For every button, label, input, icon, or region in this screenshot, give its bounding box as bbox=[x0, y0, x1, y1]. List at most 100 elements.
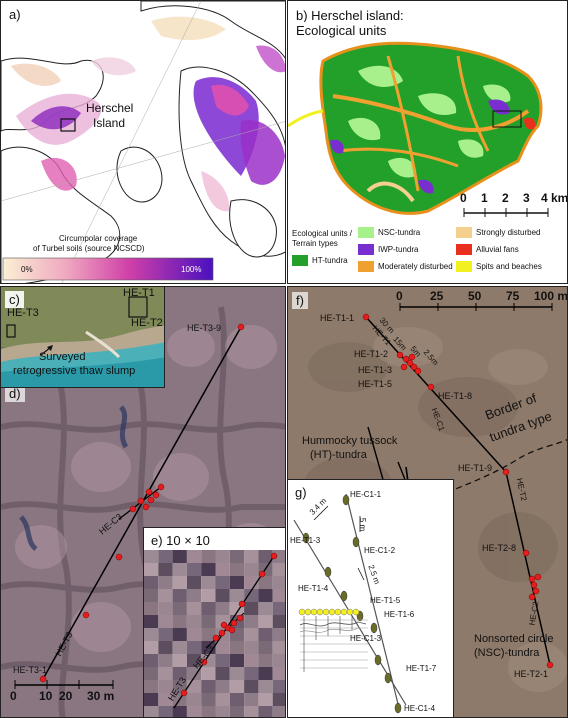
pixel-cell bbox=[258, 576, 273, 589]
he-t3-label-c: HE-T3 bbox=[7, 307, 39, 319]
he-t1-2-label: HE-T1-2 bbox=[354, 349, 389, 359]
pixel-cell bbox=[258, 628, 273, 641]
pixel-cell bbox=[158, 680, 173, 693]
panel-f-label: f) bbox=[292, 292, 308, 309]
pixel-cell bbox=[229, 654, 245, 667]
pixel-cell bbox=[258, 641, 273, 654]
pixel-cell bbox=[258, 693, 273, 706]
pixel-cell bbox=[186, 615, 202, 628]
pixel-cell bbox=[172, 641, 187, 654]
pixel-cell bbox=[244, 693, 259, 706]
pixel-cell bbox=[244, 667, 259, 680]
pixel-cell bbox=[244, 706, 259, 717]
legend-label-alluvial: Alluvial fans bbox=[476, 245, 519, 254]
panel-g-label: g) bbox=[291, 484, 311, 501]
pixel-cell bbox=[215, 602, 230, 615]
pixel-cell bbox=[172, 680, 187, 693]
legend-title-line2: of Turbel soils (source NCSCD) bbox=[33, 244, 145, 253]
pixel-cell bbox=[144, 576, 159, 589]
pixel-cell bbox=[158, 576, 173, 589]
pixel-cell bbox=[272, 602, 285, 615]
pixel-cell bbox=[172, 589, 187, 602]
legend-heading-line2: Terrain types bbox=[292, 239, 338, 248]
pixel-cell bbox=[144, 654, 159, 667]
he-t1-7-label: HE-T1-7 bbox=[406, 664, 437, 673]
he-t3-1-label: HE-T3-1 bbox=[13, 665, 48, 675]
pixel-cell bbox=[186, 576, 202, 589]
panel-e-pixel-grid bbox=[144, 550, 285, 717]
pixel-cell bbox=[272, 654, 285, 667]
pixel-cell bbox=[158, 628, 173, 641]
pixel-cell bbox=[258, 550, 273, 563]
pixel-cell bbox=[201, 615, 216, 628]
pixel-cell bbox=[158, 615, 173, 628]
panel-d-label: d) bbox=[5, 385, 25, 402]
pixel-cell bbox=[144, 706, 159, 717]
panel-b-label-line1: b) Herschel island: bbox=[292, 7, 408, 24]
pixel-cell bbox=[144, 602, 159, 615]
pixel-cell bbox=[144, 680, 159, 693]
pixel-cell bbox=[158, 602, 173, 615]
panel-g-graphic bbox=[293, 493, 407, 714]
pixel-cell bbox=[201, 628, 216, 641]
scalebar-b-2: 2 bbox=[502, 191, 509, 205]
scalebar-f-2: 50 bbox=[468, 289, 482, 303]
pixel-cell bbox=[215, 576, 230, 589]
pixel-cell bbox=[272, 706, 285, 717]
pixel-cell bbox=[258, 589, 273, 602]
legend-label-iwp: IWP-tundra bbox=[378, 245, 419, 254]
legend-swatch-ht bbox=[292, 255, 308, 266]
pixel-cell bbox=[186, 563, 202, 576]
pixel-cell bbox=[244, 680, 259, 693]
pixel-cell bbox=[244, 563, 259, 576]
pixel-cell bbox=[215, 641, 230, 654]
pixel-cell bbox=[229, 680, 245, 693]
pixel-cell bbox=[172, 615, 187, 628]
pixel-cell bbox=[158, 693, 173, 706]
panel-b-label-line2: Ecological units bbox=[292, 22, 391, 39]
pixel-cell bbox=[144, 615, 159, 628]
pixel-cell bbox=[144, 550, 159, 563]
pixel-cell bbox=[186, 654, 202, 667]
pixel-cell bbox=[158, 550, 173, 563]
pixel-cell bbox=[244, 628, 259, 641]
pixel-cell bbox=[186, 693, 202, 706]
ht-tundra-label-line1: Hummocky tussock bbox=[302, 435, 398, 447]
pixel-cell bbox=[258, 615, 273, 628]
he-t1-3-label-g: HE-T1-3 bbox=[290, 536, 321, 545]
he-c1-4-label: HE-C1-4 bbox=[404, 704, 436, 713]
pixel-cell bbox=[172, 550, 187, 563]
pixel-cell bbox=[186, 550, 202, 563]
pixel-cell bbox=[172, 576, 187, 589]
pixel-cell bbox=[215, 706, 230, 717]
nsc-tundra-label-line2: (NSC)-tundra bbox=[474, 647, 540, 659]
pixel-cell bbox=[201, 576, 216, 589]
pixel-cell bbox=[272, 628, 285, 641]
legend-label-spits: Spits and beaches bbox=[476, 262, 542, 271]
pixel-cell bbox=[258, 602, 273, 615]
pixel-cell bbox=[229, 576, 245, 589]
he-t1-9-label: HE-T1-9 bbox=[458, 463, 493, 473]
pixel-cell bbox=[229, 563, 245, 576]
circumpolar-map-graphic bbox=[1, 1, 285, 283]
slump-label-line1: Surveyed bbox=[39, 351, 86, 363]
scalebar-d-2: 20 bbox=[59, 689, 73, 703]
pixel-cell bbox=[244, 602, 259, 615]
pixel-cell bbox=[258, 654, 273, 667]
he-c1-3-label: HE-C1-3 bbox=[350, 634, 382, 643]
scalebar-f-1: 25 bbox=[430, 289, 444, 303]
legend-label-nsc: NSC-tundra bbox=[378, 228, 421, 237]
pixel-cell bbox=[272, 667, 285, 680]
pixel-cell bbox=[144, 563, 159, 576]
pixel-cell bbox=[201, 602, 216, 615]
herschel-island-label-line2: Island bbox=[93, 116, 126, 130]
pixel-cell bbox=[186, 628, 202, 641]
scalebar-d-3: 30 m bbox=[87, 689, 115, 703]
panel-c-label: c) bbox=[5, 291, 24, 308]
he-t2-label-c: HE-T2 bbox=[131, 317, 163, 329]
pixel-cell bbox=[272, 589, 285, 602]
pixel-cell bbox=[144, 693, 159, 706]
pixel-cell bbox=[172, 628, 187, 641]
pixel-cell bbox=[215, 563, 230, 576]
pixel-cell bbox=[272, 576, 285, 589]
